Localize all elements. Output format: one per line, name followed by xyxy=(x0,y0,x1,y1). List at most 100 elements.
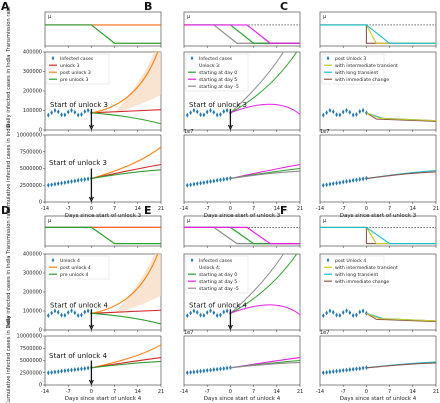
mu-label: μ xyxy=(187,14,191,20)
exponent-label: 1e7 xyxy=(184,129,193,135)
data-point xyxy=(348,178,352,184)
exponent-label: 1e7 xyxy=(320,129,329,135)
axes-frame xyxy=(319,335,437,386)
data-point xyxy=(351,177,355,183)
data-point xyxy=(76,177,80,183)
y-tick-label: 100000 xyxy=(23,108,42,114)
data-point xyxy=(66,367,70,373)
series-long xyxy=(320,24,436,44)
legend-label: starting at day 5 xyxy=(199,77,237,83)
series-pre-rate xyxy=(45,226,161,245)
series-start-minus5 xyxy=(230,361,301,369)
x-tick-label: 21 xyxy=(158,206,164,212)
legend-label: with immediate change xyxy=(335,77,389,83)
data-point xyxy=(335,312,338,318)
data-point xyxy=(83,309,87,315)
data-point xyxy=(195,109,199,115)
axes-frame xyxy=(44,11,162,47)
data-point xyxy=(219,366,222,372)
x-tick-label: 14 xyxy=(135,206,141,212)
data-point xyxy=(186,313,189,319)
axes-frame xyxy=(319,11,437,47)
y-axis-label: Daily infected cases in India xyxy=(6,256,12,329)
data-point xyxy=(341,309,345,315)
x-tick-label: 7 xyxy=(113,389,116,395)
series-start-5 xyxy=(184,226,300,245)
series-start-0 xyxy=(230,253,298,314)
annotation-arrowhead xyxy=(88,324,94,331)
y-tick-label: 400000 xyxy=(23,50,42,56)
data-point xyxy=(86,365,90,371)
y-tick-label: 7500000 xyxy=(20,149,42,155)
data-point xyxy=(47,182,50,188)
series-pre-unlock xyxy=(91,112,162,125)
data-point xyxy=(86,176,90,182)
annotation-start: Start of unlock 4 xyxy=(189,301,248,309)
panel-letter: B xyxy=(144,0,152,13)
data-point xyxy=(53,181,57,187)
annotation-start: Start of unlock 3 xyxy=(189,101,247,109)
x-tick-label: 14 xyxy=(135,389,141,395)
y-tick-label: 7500000 xyxy=(20,346,42,352)
data-point xyxy=(322,370,325,376)
data-point xyxy=(215,177,219,183)
x-tick-label: -14 xyxy=(41,206,49,212)
legend-box xyxy=(185,255,249,294)
data-point xyxy=(73,178,77,184)
data-point xyxy=(222,109,226,115)
data-point xyxy=(325,110,328,116)
annotation-start: Start of unlock 4 xyxy=(49,352,108,360)
y-axis-label: Daily infected cases in India xyxy=(6,55,12,128)
x-tick-label: 14 xyxy=(274,206,280,212)
data-point xyxy=(50,110,53,116)
x-tick-label: -7 xyxy=(66,389,71,395)
data-point xyxy=(192,308,196,314)
data-point xyxy=(60,180,63,186)
x-tick-label: -7 xyxy=(205,389,210,395)
data-point xyxy=(47,313,50,319)
data-point xyxy=(209,308,212,314)
data-point xyxy=(192,107,196,113)
data-point xyxy=(345,178,348,184)
series-start-0 xyxy=(230,51,298,114)
y-tick-label: 10000000 xyxy=(17,133,42,139)
annotation-start: Start of unlock 3 xyxy=(50,101,108,109)
axes-frame xyxy=(183,134,301,203)
legend-label: with long transient xyxy=(335,70,378,76)
legend-label: starting at day 0 xyxy=(199,70,237,76)
mu-label: μ xyxy=(48,14,52,20)
legend-label: Unlock 4 xyxy=(60,258,80,264)
axes-frame xyxy=(183,253,301,331)
data-point xyxy=(341,109,345,115)
annotation-arrowhead xyxy=(88,196,94,203)
data-point xyxy=(192,369,196,375)
confidence-band xyxy=(114,254,161,314)
series-post-unlock xyxy=(91,253,159,314)
data-point xyxy=(205,367,209,373)
data-point xyxy=(358,309,362,315)
data-point xyxy=(212,367,216,373)
x-tick-label: 7 xyxy=(252,389,255,395)
legend-label: post unlock 4 xyxy=(60,265,91,271)
data-point xyxy=(322,313,325,319)
x-tick-label: -7 xyxy=(341,389,346,395)
data-point xyxy=(212,178,216,184)
data-point xyxy=(361,308,365,314)
data-point xyxy=(63,368,67,374)
data-point xyxy=(219,112,222,118)
data-point xyxy=(56,181,60,187)
data-point xyxy=(66,309,70,315)
legend-marker xyxy=(190,56,194,61)
legend-label: with intermediate transient xyxy=(335,265,398,271)
x-tick-label: -7 xyxy=(205,206,210,212)
data-point xyxy=(83,365,87,371)
y-tick-label: 5000000 xyxy=(20,166,42,172)
legend-box xyxy=(46,255,110,280)
x-tick-label: -7 xyxy=(341,206,346,212)
data-point xyxy=(70,367,73,373)
legend-marker xyxy=(326,56,330,61)
series-immediate xyxy=(366,312,437,323)
data-point xyxy=(50,310,53,316)
data-point xyxy=(80,177,83,183)
legend-label: Unlock 3: xyxy=(199,63,221,69)
